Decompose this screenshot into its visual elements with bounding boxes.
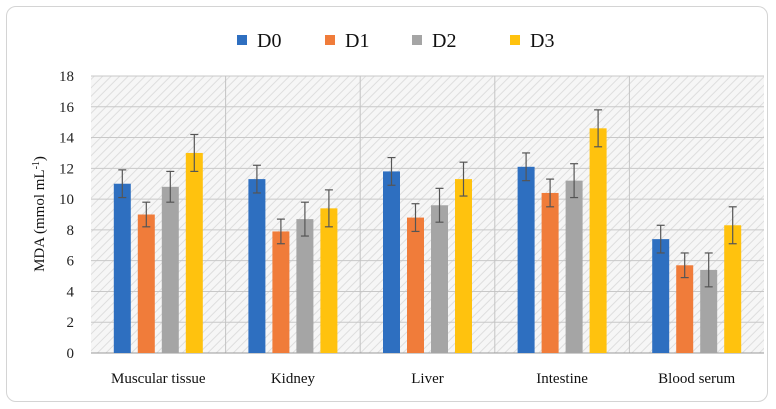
y-axis-label: MDA (mmol mL-1) <box>31 156 49 272</box>
bar-d0 <box>248 179 266 353</box>
legend-label: D3 <box>530 30 554 52</box>
legend-swatch <box>510 35 520 45</box>
bar-d1 <box>407 217 424 353</box>
error-bar <box>704 252 713 288</box>
bar-d2 <box>161 186 179 353</box>
bar-d2 <box>296 219 314 353</box>
legend-label: D1 <box>345 30 369 52</box>
bar-d3 <box>320 208 338 353</box>
error-bar <box>435 187 444 223</box>
bar-d0 <box>383 171 400 353</box>
legend-label: D2 <box>432 30 456 52</box>
error-bar <box>190 133 199 173</box>
y-tick-label: 16 <box>59 100 75 116</box>
gridlines <box>91 75 764 354</box>
error-bar <box>252 164 261 194</box>
y-tick-label: 12 <box>59 161 74 177</box>
y-tick-label: 6 <box>67 254 75 270</box>
bar-d1 <box>137 214 155 353</box>
error-bar <box>142 201 151 228</box>
y-tick-label: 18 <box>59 69 74 85</box>
bar-d3 <box>589 128 607 353</box>
error-bar <box>522 152 531 182</box>
y-tick-label: 10 <box>59 192 74 208</box>
x-axis-categories: Muscular tissue Kidney Liver Intestine Blood… <box>111 371 736 387</box>
legend-label: D0 <box>257 30 281 52</box>
error-bar <box>728 206 737 245</box>
bar-d0 <box>517 166 535 353</box>
bar-d3 <box>455 179 472 353</box>
legend: D0 D1 D2 D3 <box>237 30 554 52</box>
bar-d2 <box>565 180 583 353</box>
bar-d0 <box>113 183 131 353</box>
legend-item-d0: D0 <box>237 30 281 52</box>
bar-d1 <box>272 231 290 353</box>
bar-d3 <box>185 152 203 353</box>
error-bar <box>656 224 665 254</box>
category-dividers <box>91 76 764 354</box>
x-category-label: Muscular tissue <box>111 371 206 387</box>
y-tick-label: 2 <box>67 315 75 331</box>
plot-area <box>91 76 764 353</box>
bar-d2 <box>700 269 718 353</box>
error-bar <box>459 161 468 197</box>
legend-item-d1: D1 <box>325 30 369 52</box>
error-bar <box>118 169 127 199</box>
error-bar <box>276 218 285 245</box>
error-bar <box>324 189 333 228</box>
error-bar <box>594 109 603 148</box>
bar-d3 <box>724 225 742 353</box>
error-bar <box>300 201 309 237</box>
x-category-label: Blood serum <box>658 371 735 387</box>
bars <box>113 109 742 353</box>
bar-d2 <box>431 205 448 353</box>
legend-item-d3: D3 <box>510 30 554 52</box>
legend-swatch <box>325 35 335 45</box>
y-tick-label: 14 <box>59 131 75 147</box>
y-axis-ticks: 0 2 4 6 8 10 12 14 16 18 <box>59 69 75 362</box>
legend-swatch <box>237 35 247 45</box>
legend-swatch <box>412 35 422 45</box>
error-bar <box>411 203 420 233</box>
error-bar <box>546 178 555 208</box>
y-tick-label: 8 <box>67 223 75 239</box>
bar-d1 <box>676 265 694 353</box>
x-category-label: Intestine <box>536 371 588 387</box>
error-bar <box>570 163 579 199</box>
bar-d0 <box>652 239 670 353</box>
y-tick-label: 4 <box>67 284 75 300</box>
bar-d1 <box>541 192 559 353</box>
legend-item-d2: D2 <box>412 30 456 52</box>
error-bar <box>166 170 175 203</box>
x-category-label: Liver <box>411 371 443 387</box>
x-category-label: Kidney <box>271 371 316 387</box>
error-bar <box>387 156 396 186</box>
error-bar <box>680 252 689 279</box>
y-tick-label: 0 <box>67 346 75 362</box>
